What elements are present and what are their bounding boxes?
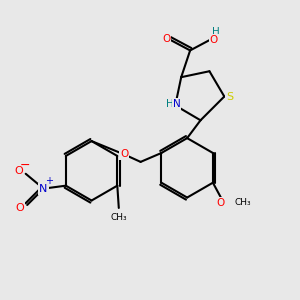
Text: H: H <box>212 27 219 37</box>
Text: S: S <box>226 92 233 101</box>
Text: N: N <box>173 99 181 109</box>
Text: CH₃: CH₃ <box>110 213 127 222</box>
Text: +: + <box>45 176 53 186</box>
Text: N: N <box>39 184 48 194</box>
Text: O: O <box>14 166 22 176</box>
Text: O: O <box>210 35 218 45</box>
Text: CH₃: CH₃ <box>235 198 251 207</box>
Text: H: H <box>166 99 174 109</box>
Text: O: O <box>120 149 128 159</box>
Text: −: − <box>20 159 30 172</box>
Text: O: O <box>162 34 170 44</box>
Text: O: O <box>216 198 224 208</box>
Text: O: O <box>15 203 24 213</box>
